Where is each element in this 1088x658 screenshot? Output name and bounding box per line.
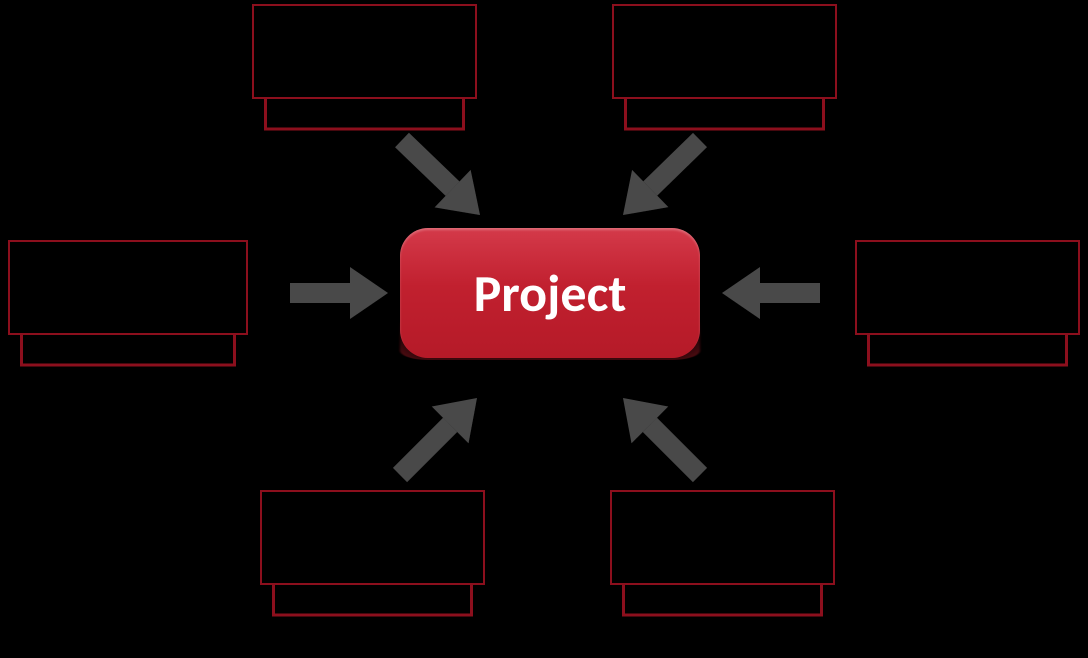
arrow-head-top-right bbox=[623, 170, 668, 215]
outer-box-mid-left bbox=[8, 240, 248, 335]
diagram-canvas: Project bbox=[0, 0, 1088, 658]
outer-box-bottom-right bbox=[610, 490, 835, 585]
center-node: Project bbox=[400, 228, 700, 358]
arrow-shaft-bottom-left bbox=[393, 418, 457, 482]
arrow-head-bottom-left bbox=[432, 398, 477, 443]
bracket-bottom-left bbox=[272, 585, 473, 618]
outer-box-top-left bbox=[252, 4, 477, 99]
arrow-shaft-mid-left bbox=[290, 283, 350, 303]
outer-box-mid-right bbox=[855, 240, 1080, 335]
bracket-bottom-right bbox=[622, 585, 823, 618]
bracket-mid-left bbox=[20, 335, 236, 368]
arrow-shaft-top-right bbox=[643, 133, 707, 196]
bracket-top-left bbox=[264, 99, 465, 132]
center-node-label: Project bbox=[474, 261, 627, 325]
bracket-mid-right bbox=[867, 335, 1068, 368]
arrow-head-top-left bbox=[435, 170, 480, 215]
arrow-head-mid-right bbox=[722, 267, 760, 319]
outer-box-top-right bbox=[612, 4, 837, 99]
arrow-head-mid-left bbox=[350, 267, 388, 319]
arrow-shaft-mid-right bbox=[760, 283, 820, 303]
arrow-shaft-bottom-right bbox=[643, 418, 707, 482]
bracket-top-right bbox=[624, 99, 825, 132]
outer-box-bottom-left bbox=[260, 490, 485, 585]
arrow-shaft-top-left bbox=[395, 133, 459, 196]
arrow-head-bottom-right bbox=[623, 398, 668, 443]
